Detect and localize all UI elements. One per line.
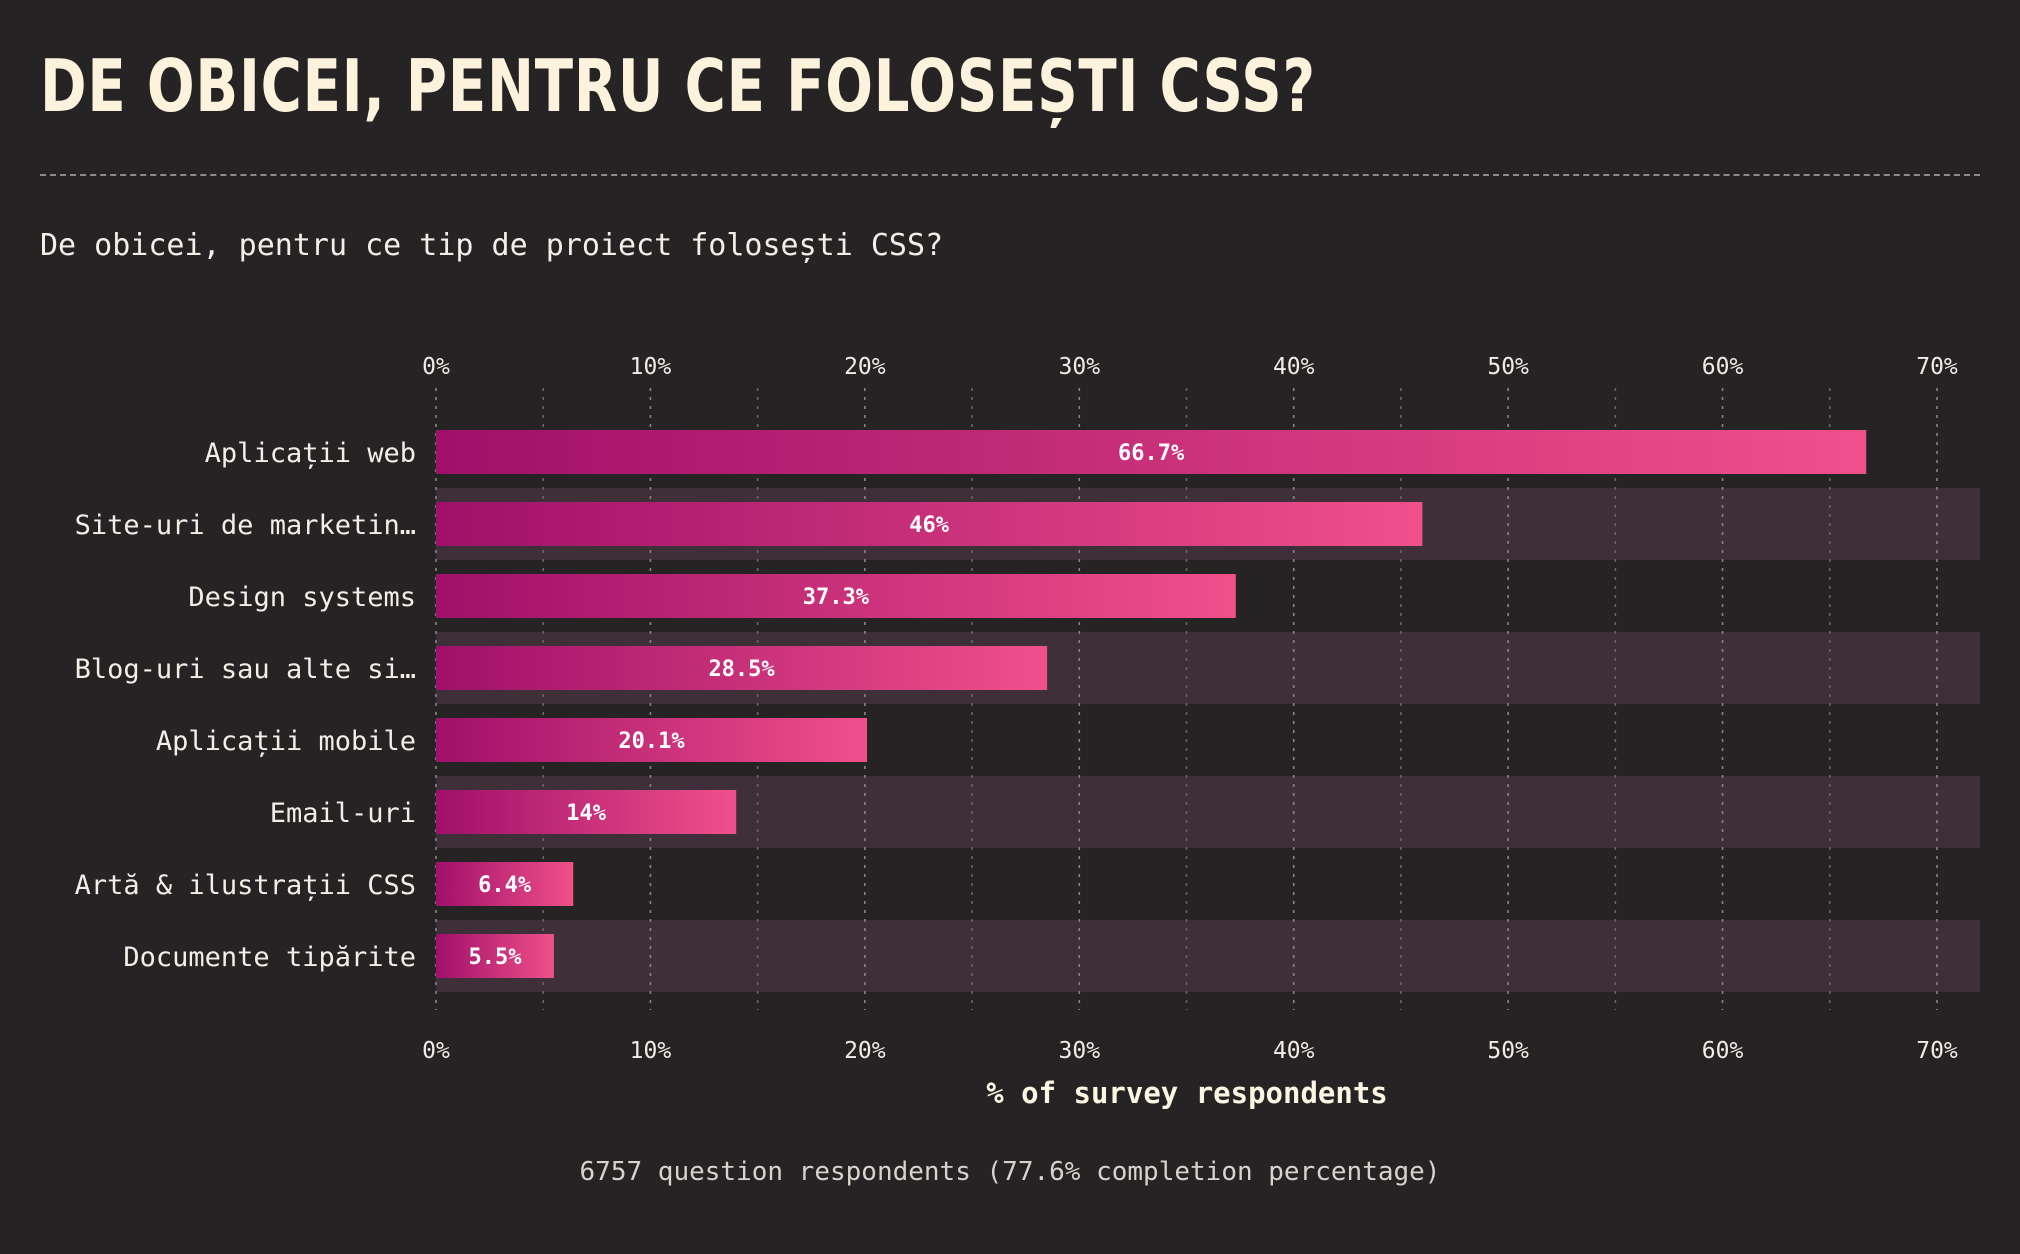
bar-value-label: 5.5% bbox=[468, 945, 522, 970]
row-band bbox=[436, 920, 1980, 992]
x-tick-label-bottom: 20% bbox=[844, 1038, 886, 1064]
bar-value-label: 6.4% bbox=[478, 873, 532, 898]
x-tick-label-top: 60% bbox=[1702, 354, 1744, 380]
page-title: DE OBICEI, PENTRU CE FOLOSEȘTI CSS? bbox=[40, 44, 1316, 128]
x-tick-label-bottom: 60% bbox=[1702, 1038, 1744, 1064]
bars: 66.7% 46% 37.3% 28.5% 20.1% 14% 6.4% 5.5% bbox=[436, 430, 1867, 978]
bar-value-label: 46% bbox=[909, 513, 949, 538]
bar-value-label: 66.7% bbox=[1118, 441, 1185, 466]
x-tick-label-top: 70% bbox=[1916, 354, 1958, 380]
category-label: Blog-uri sau alte si… bbox=[75, 654, 416, 685]
bar-value-label: 14% bbox=[566, 801, 606, 826]
x-tick-label-top: 10% bbox=[630, 354, 672, 380]
x-tick-label-bottom: 50% bbox=[1487, 1038, 1529, 1064]
category-label: Aplicații web bbox=[205, 438, 416, 469]
respondents-note: 6757 question respondents (77.6% complet… bbox=[579, 1157, 1441, 1187]
bar bbox=[436, 790, 737, 834]
x-axis-bottom: 0% 10% 20% 30% 40% 50% 60% 70% bbox=[422, 1038, 1958, 1064]
x-tick-label-bottom: 10% bbox=[630, 1038, 672, 1064]
category-label: Documente tipărite bbox=[123, 942, 416, 973]
x-tick-label-top: 40% bbox=[1273, 354, 1315, 380]
bar bbox=[436, 430, 1867, 474]
x-tick-label-top: 0% bbox=[422, 354, 450, 380]
title-divider bbox=[40, 174, 1980, 176]
x-axis-top: 0% 10% 20% 30% 40% 50% 60% 70% bbox=[422, 354, 1958, 380]
bar bbox=[436, 646, 1048, 690]
x-tick-label-top: 50% bbox=[1487, 354, 1529, 380]
category-label: Artă & ilustrații CSS bbox=[75, 870, 416, 901]
bar bbox=[436, 502, 1423, 546]
bar bbox=[436, 934, 554, 978]
x-tick-label-bottom: 0% bbox=[422, 1038, 450, 1064]
x-tick-label-top: 30% bbox=[1059, 354, 1101, 380]
x-tick-label-top: 20% bbox=[844, 354, 886, 380]
bar bbox=[436, 574, 1236, 618]
x-tick-label-bottom: 40% bbox=[1273, 1038, 1315, 1064]
bar-value-label: 37.3% bbox=[803, 585, 870, 610]
category-label: Aplicații mobile bbox=[156, 726, 416, 757]
category-label: Site-uri de marketin… bbox=[75, 510, 416, 541]
chart-subtitle: De obicei, pentru ce tip de proiect folo… bbox=[40, 228, 944, 263]
bar-value-label: 20.1% bbox=[618, 729, 685, 754]
x-tick-label-bottom: 70% bbox=[1916, 1038, 1958, 1064]
category-label: Email-uri bbox=[270, 798, 416, 829]
x-axis-title: % of survey respondents bbox=[986, 1076, 1388, 1110]
bar bbox=[436, 862, 574, 906]
bar bbox=[436, 718, 868, 762]
category-labels: Aplicații web Site-uri de marketin… Design… bbox=[75, 438, 416, 973]
bar-value-label: 28.5% bbox=[708, 657, 775, 682]
x-tick-label-bottom: 30% bbox=[1059, 1038, 1101, 1064]
category-label: Design systems bbox=[188, 582, 416, 613]
